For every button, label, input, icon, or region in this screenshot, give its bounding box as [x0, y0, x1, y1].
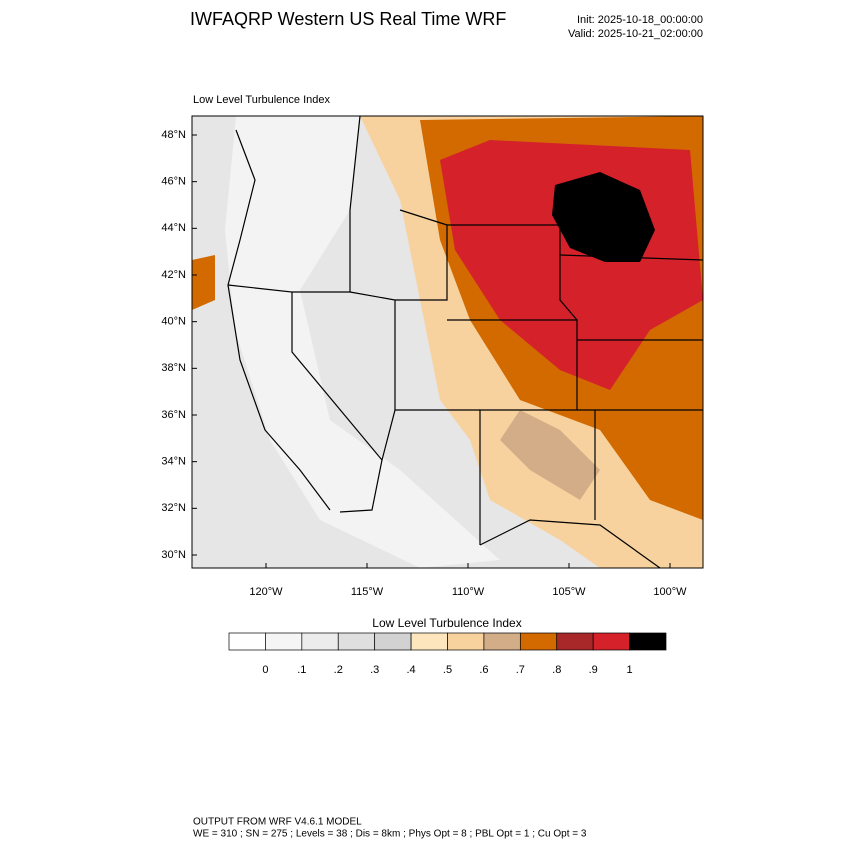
lat-label: 40°N — [161, 316, 186, 328]
colorbar-box — [265, 632, 303, 651]
lat-label: 44°N — [161, 222, 186, 234]
map-title: Low Level Turbulence Index — [193, 94, 330, 106]
colorbar-box — [410, 632, 448, 651]
colorbar-box — [228, 632, 266, 651]
lon-label: 100°W — [653, 586, 687, 598]
colorbar-label: .3 — [370, 664, 379, 676]
colorbar-box — [301, 632, 339, 651]
lat-label: 34°N — [161, 456, 186, 468]
lat-label: 30°N — [161, 549, 186, 561]
colorbar-label: .4 — [406, 664, 415, 676]
map — [191, 115, 704, 569]
colorbar-box — [447, 632, 485, 651]
colorbar-label: .9 — [589, 664, 598, 676]
colorbar-label: 0 — [262, 664, 268, 676]
colorbar-label: .2 — [334, 664, 343, 676]
lat-label: 46°N — [161, 176, 186, 188]
valid-time: Valid: 2025-10-21_02:00:00 — [568, 28, 703, 40]
footer-line: WE = 310 ; SN = 275 ; Levels = 38 ; Dis … — [193, 829, 587, 840]
colorbar-label: .5 — [443, 664, 452, 676]
colorbar-box — [374, 632, 412, 651]
lon-label: 110°W — [452, 586, 485, 598]
lon-label: 115°W — [351, 586, 384, 598]
lat-label: 42°N — [161, 269, 186, 281]
title: IWFAQRP Western US Real Time WRF — [190, 9, 506, 29]
colorbar-box — [519, 632, 558, 651]
lat-label: 36°N — [161, 409, 186, 421]
colorbar-box — [337, 632, 376, 651]
colorbar-box — [483, 632, 521, 651]
colorbar-label: .1 — [297, 664, 306, 676]
colorbar-box — [556, 632, 594, 651]
lat-label: 38°N — [161, 362, 186, 374]
colorbar-label: 1 — [627, 664, 633, 676]
lat-label: 32°N — [161, 502, 186, 514]
lon-label: 105°W — [552, 586, 586, 598]
colorbar-label: .6 — [479, 664, 488, 676]
lon-label: 120°W — [249, 586, 283, 598]
colorbar-title: Low Level Turbulence Index — [372, 616, 521, 630]
colorbar-box — [592, 632, 630, 651]
init-time: Init: 2025-10-18_00:00:00 — [577, 14, 703, 26]
footer-line: OUTPUT FROM WRF V4.6.1 MODEL — [193, 817, 362, 828]
colorbar-label: .7 — [516, 664, 525, 676]
lat-label: 48°N — [161, 129, 186, 141]
colorbar-label: .8 — [552, 664, 561, 676]
colorbar-box — [629, 632, 667, 651]
